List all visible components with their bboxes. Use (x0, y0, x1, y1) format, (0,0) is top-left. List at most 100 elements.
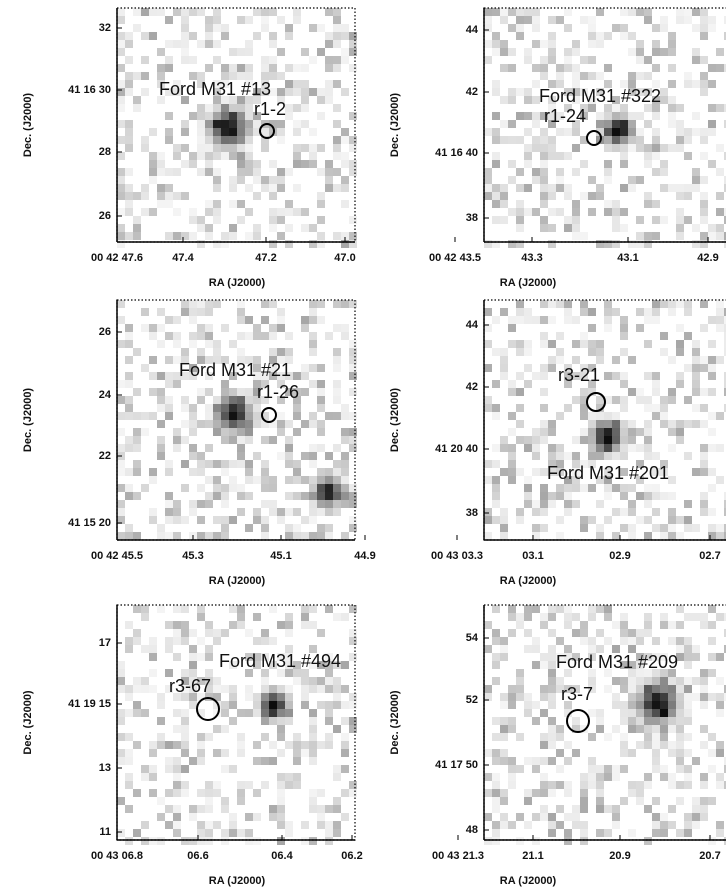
pixel (325, 685, 333, 693)
pixel (197, 112, 205, 120)
pixel (133, 348, 141, 356)
pixel (596, 184, 604, 192)
pixel (644, 160, 652, 168)
pixel (548, 757, 556, 765)
pixel (564, 184, 572, 192)
pixel (524, 701, 532, 709)
pixel (580, 372, 588, 380)
pixel (245, 168, 253, 176)
pixel (724, 500, 726, 508)
pixel (349, 653, 357, 661)
pixel (229, 516, 237, 524)
pixel (580, 829, 588, 837)
pixel (165, 316, 173, 324)
pixel (564, 192, 572, 200)
region-circle (566, 709, 590, 733)
pixel (724, 152, 726, 160)
pixel (564, 605, 572, 613)
pixel (333, 8, 341, 16)
pixel (484, 789, 492, 797)
pixel (596, 444, 604, 452)
pixel (205, 340, 213, 348)
pixel (716, 300, 724, 308)
pixel (309, 741, 317, 749)
pixel (676, 685, 684, 693)
pixel (612, 224, 620, 232)
pixel (596, 829, 604, 837)
pixel (285, 621, 293, 629)
pixel (213, 136, 221, 144)
pixel (189, 208, 197, 216)
pixel (644, 240, 652, 248)
pixel (652, 508, 660, 516)
pixel (341, 717, 349, 725)
pixel (652, 524, 660, 532)
pixel (317, 468, 325, 476)
pixel (684, 701, 692, 709)
pixel (213, 40, 221, 48)
pixel (676, 741, 684, 749)
pixel (556, 64, 564, 72)
pixel (580, 308, 588, 316)
pixel (221, 24, 229, 32)
pixel (325, 168, 333, 176)
y-tick-label: 17 (99, 637, 111, 649)
pixel (189, 837, 197, 845)
pixel (492, 717, 500, 725)
pixel (285, 80, 293, 88)
pixel (325, 32, 333, 40)
pixel (596, 40, 604, 48)
pixel (181, 144, 189, 152)
pixel (117, 484, 125, 492)
pixel (540, 300, 548, 308)
pixel (117, 380, 125, 388)
y-tick-label: 13 (99, 762, 111, 774)
pixel (692, 356, 700, 364)
pixel (189, 661, 197, 669)
pixel (604, 144, 612, 152)
pixel (596, 428, 604, 436)
pixel (628, 717, 636, 725)
pixel (652, 104, 660, 112)
pixel (556, 444, 564, 452)
pixel (564, 508, 572, 516)
pixel (253, 693, 261, 701)
pixel (652, 701, 660, 709)
pixel (564, 380, 572, 388)
pixel (620, 717, 628, 725)
pixel (588, 428, 596, 436)
pixel (628, 524, 636, 532)
pixel (117, 396, 125, 404)
pixel (253, 32, 261, 40)
pixel (708, 64, 716, 72)
pixel (596, 412, 604, 420)
pixel (333, 396, 341, 404)
pixel (700, 8, 708, 16)
pixel (524, 436, 532, 444)
pixel (173, 356, 181, 364)
pixel (141, 428, 149, 436)
pixel (620, 128, 628, 136)
pixel (349, 524, 357, 532)
pixel (532, 645, 540, 653)
pixel (165, 412, 173, 420)
pixel (548, 717, 556, 725)
pixel (492, 32, 500, 40)
pixel (508, 136, 516, 144)
pixel (221, 104, 229, 112)
pixel (508, 821, 516, 829)
pixel (684, 637, 692, 645)
pixel (213, 208, 221, 216)
pixel (604, 484, 612, 492)
pixel (317, 200, 325, 208)
pixel (253, 637, 261, 645)
pixel (492, 476, 500, 484)
pixel (117, 516, 125, 524)
pixel (620, 637, 628, 645)
pixel (548, 685, 556, 693)
pixel (708, 733, 716, 741)
pixel (652, 40, 660, 48)
pixel (636, 741, 644, 749)
pixel (516, 420, 524, 428)
pixel (205, 160, 213, 168)
